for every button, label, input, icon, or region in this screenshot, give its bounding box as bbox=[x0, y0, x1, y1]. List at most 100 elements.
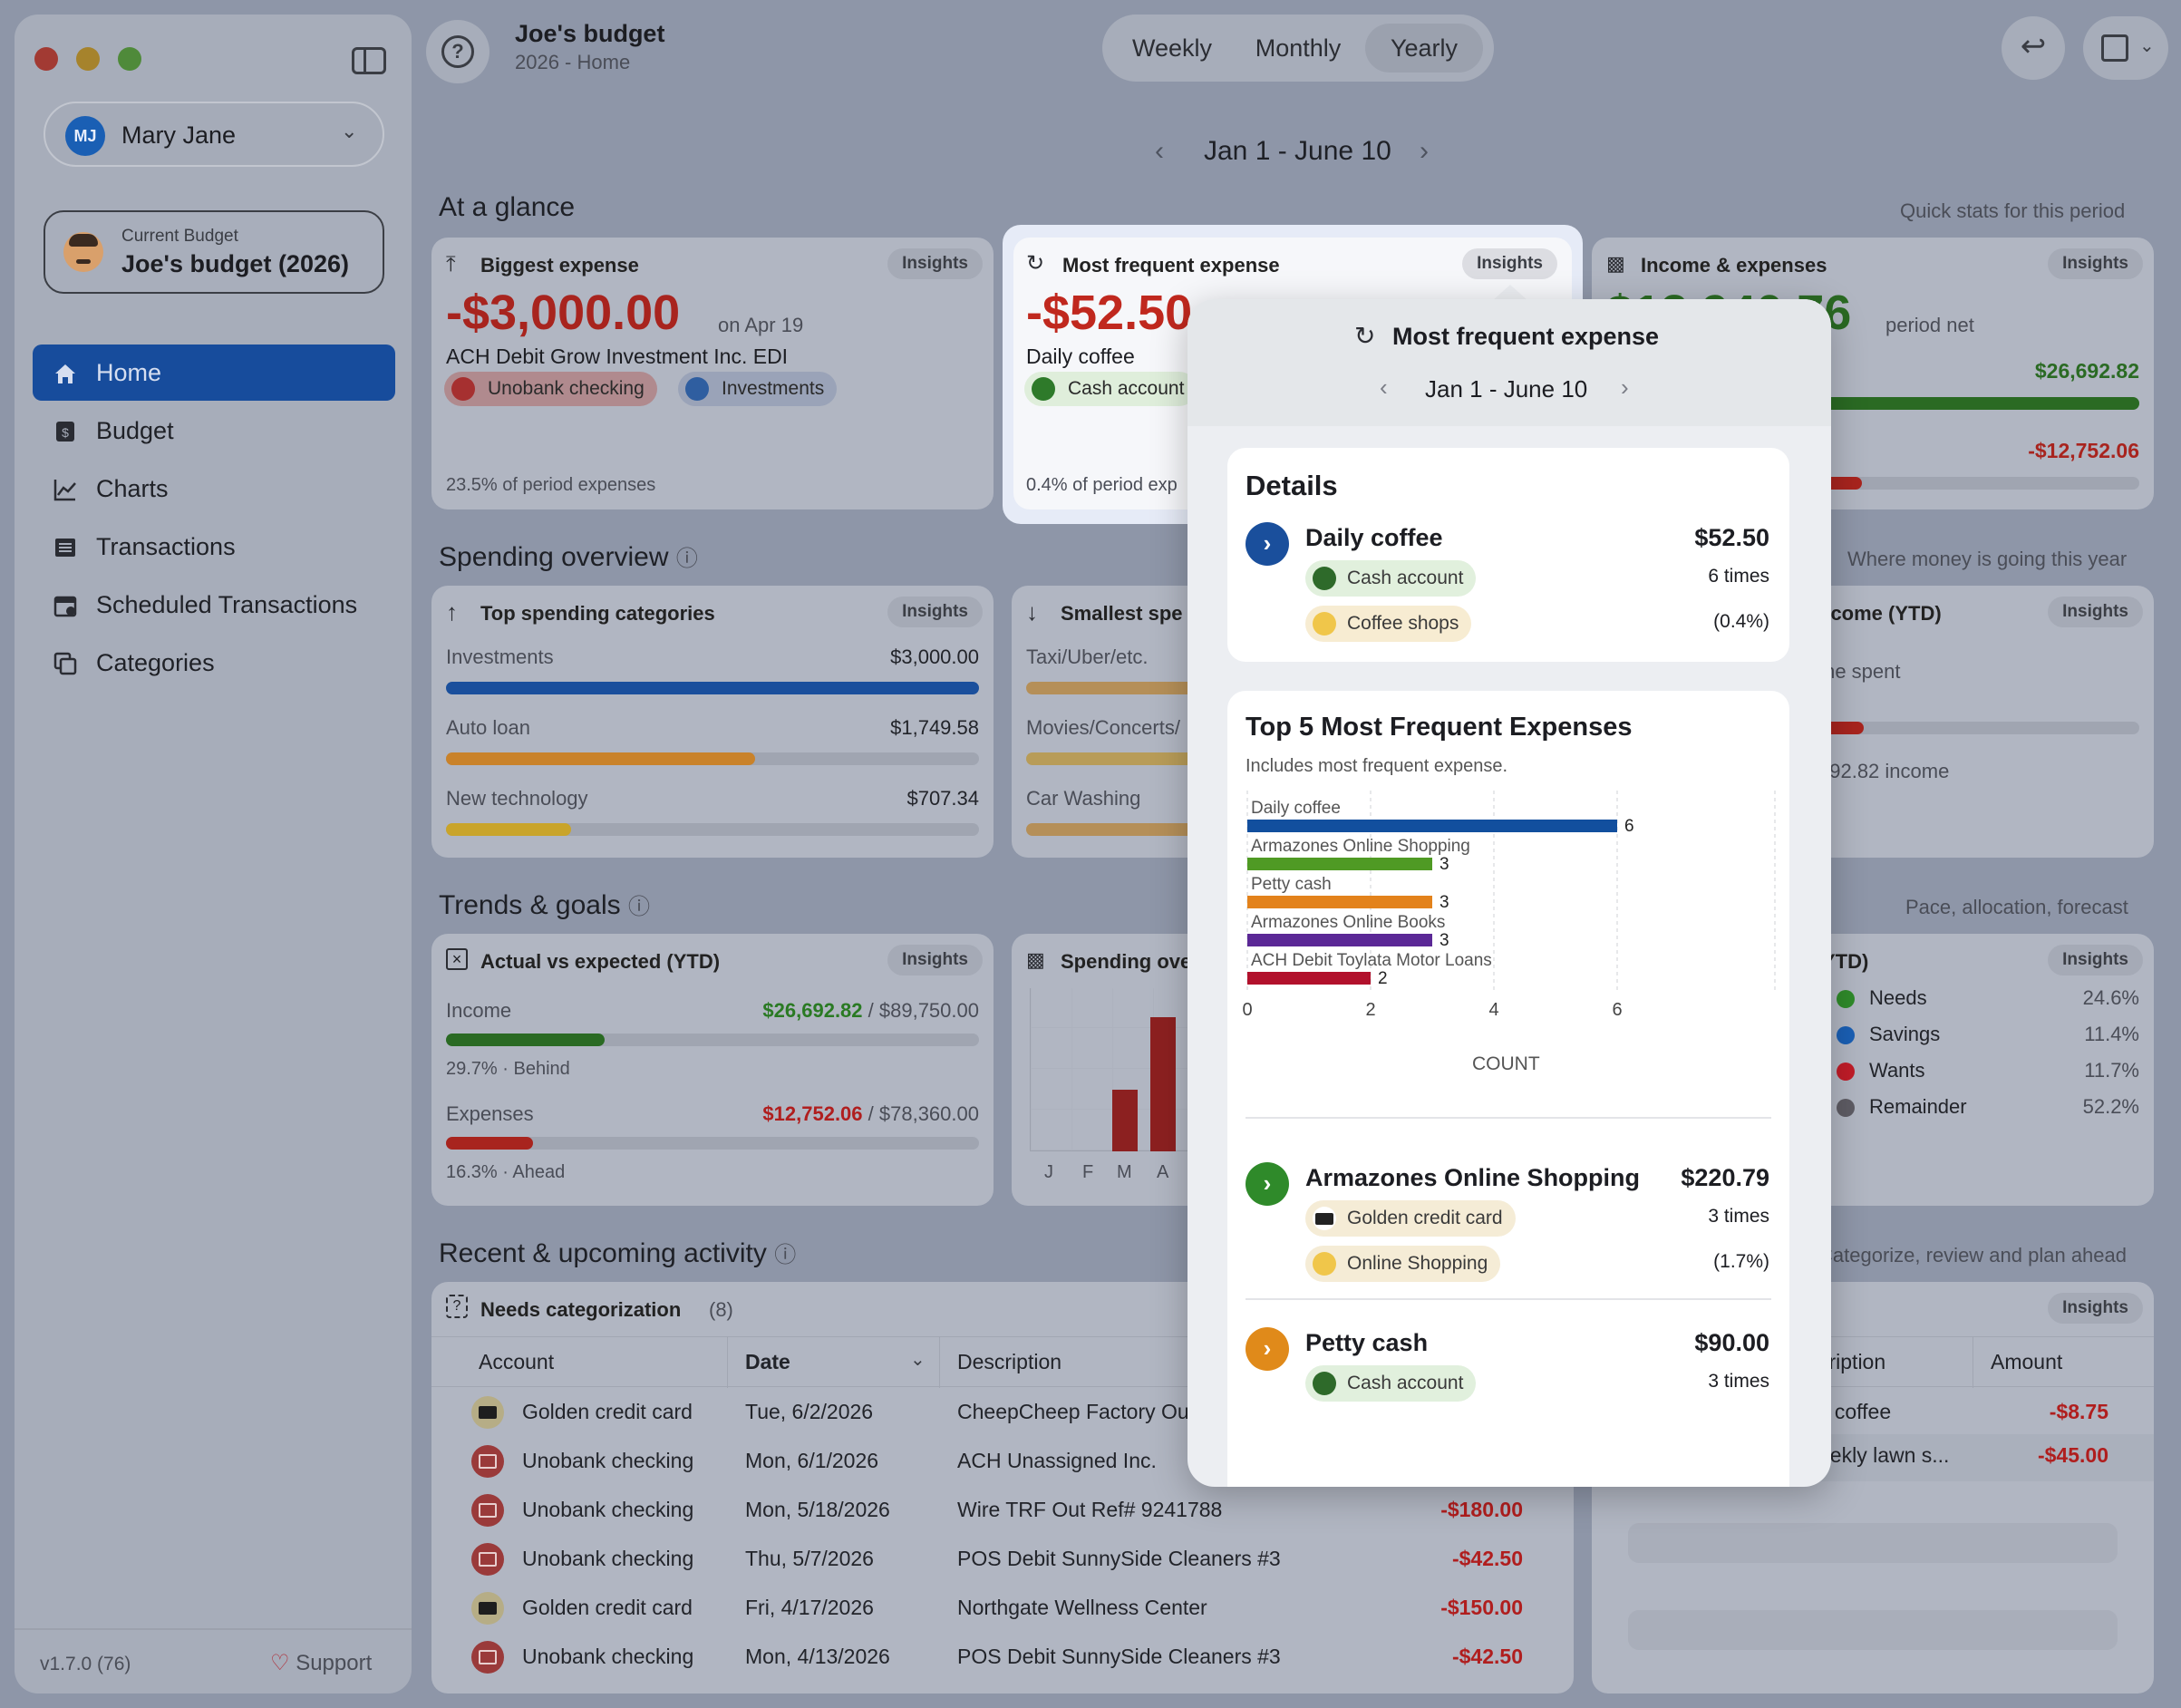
divider bbox=[1246, 1298, 1771, 1300]
category-fill bbox=[446, 682, 979, 694]
popover-next-button[interactable]: › bbox=[1621, 374, 1629, 401]
undo-button[interactable]: ↩ bbox=[2002, 16, 2065, 80]
insights-button[interactable]: Insights bbox=[2048, 1293, 2143, 1324]
description-cell: POS Debit SunnySide Cleaners #3 bbox=[957, 1547, 1281, 1570]
account-cell: Golden credit card bbox=[522, 1400, 693, 1423]
minimize-window-button[interactable] bbox=[76, 47, 100, 71]
x-tick-label: 4 bbox=[1488, 1000, 1498, 1020]
detail-times: 6 times bbox=[1708, 566, 1769, 587]
actual-vs-expected-card[interactable]: × Actual vs expected (YTD) Insights Inco… bbox=[431, 934, 994, 1206]
column-header-account[interactable]: Account bbox=[479, 1350, 555, 1373]
legend-pct: 24.6% bbox=[2082, 986, 2139, 1009]
net-label: period net bbox=[1885, 314, 1974, 336]
card-title: Most frequent expense bbox=[1062, 254, 1280, 277]
credit-card-icon bbox=[471, 1592, 504, 1625]
category-chip: Coffee shops bbox=[1305, 606, 1472, 642]
column-header-description[interactable]: Description bbox=[957, 1350, 1062, 1373]
smallest-bar bbox=[1026, 752, 1207, 765]
cash-icon bbox=[1313, 567, 1336, 590]
expand-item-button[interactable]: › bbox=[1246, 1327, 1289, 1371]
insights-button[interactable]: Insights bbox=[887, 248, 983, 279]
coffee-cup-icon bbox=[1313, 612, 1336, 636]
sidebar-item-label: Charts bbox=[96, 475, 169, 502]
tab-weekly[interactable]: Weekly bbox=[1131, 34, 1213, 62]
column-header-date[interactable]: Date bbox=[745, 1350, 790, 1373]
legend-pct: 11.4% bbox=[2084, 1023, 2139, 1045]
date-cell: Tue, 6/2/2026 bbox=[745, 1400, 874, 1423]
bar bbox=[1247, 934, 1432, 946]
sidebar-item-categories[interactable]: Categories bbox=[33, 635, 395, 691]
bank-icon bbox=[471, 1543, 504, 1576]
amount-cell: -$150.00 bbox=[1440, 1596, 1523, 1619]
amount-cell: -$42.50 bbox=[1451, 1645, 1523, 1668]
tag-unobank: Unobank checking bbox=[444, 372, 657, 406]
income-ytd-line: me spent bbox=[1818, 660, 1901, 683]
sidebar-item-label: Transactions bbox=[96, 533, 236, 560]
sidebar-item-home[interactable]: Home bbox=[33, 345, 395, 401]
biggest-expense-card[interactable]: ⤒ Biggest expense Insights -$3,000.00 on… bbox=[431, 238, 994, 509]
insights-button[interactable]: Insights bbox=[2048, 597, 2143, 627]
support-link[interactable]: ♡ Support bbox=[270, 1651, 373, 1675]
expand-details-button[interactable]: › bbox=[1246, 522, 1289, 566]
question-icon: ? bbox=[441, 35, 474, 68]
close-window-button[interactable] bbox=[34, 47, 58, 71]
income-progress: $26,692.82 / $89,750.00 bbox=[762, 999, 979, 1022]
info-icon[interactable]: ⓘ bbox=[774, 1243, 797, 1267]
popover-arrow bbox=[1492, 285, 1528, 301]
frequent-desc: Daily coffee bbox=[1026, 345, 1135, 368]
date-cell: Mon, 5/18/2026 bbox=[745, 1498, 890, 1521]
prev-period-button[interactable]: ‹ bbox=[1155, 136, 1164, 166]
expand-item-button[interactable]: › bbox=[1246, 1162, 1289, 1206]
insights-button[interactable]: Insights bbox=[887, 597, 983, 627]
chevron-right-icon: › bbox=[1263, 1169, 1272, 1197]
refresh-icon: ↻ bbox=[1026, 251, 1045, 276]
category-label: ACH Debit Toylata Motor Loans bbox=[1251, 951, 1492, 970]
help-button[interactable]: ? bbox=[426, 20, 490, 83]
category-chip: Online Shopping bbox=[1305, 1246, 1501, 1282]
legend-dot bbox=[1837, 990, 1855, 1008]
calendar-icon bbox=[53, 593, 78, 618]
chevron-down-icon: ⌄ bbox=[341, 120, 358, 142]
sidebar-toggle-icon[interactable] bbox=[352, 47, 386, 74]
smallest-bar bbox=[1026, 823, 1207, 836]
sidebar-item-budget[interactable]: $ Budget bbox=[33, 403, 395, 459]
column-header-amount[interactable]: Amount bbox=[1991, 1350, 2063, 1373]
divider bbox=[727, 1337, 728, 1388]
sidebar-item-charts[interactable]: Charts bbox=[33, 461, 395, 517]
zoom-window-button[interactable] bbox=[118, 47, 141, 71]
top-spending-card[interactable]: ↑ Top spending categories Insights Inves… bbox=[431, 586, 994, 858]
user-selector[interactable]: MJ Mary Jane ⌄ bbox=[44, 102, 384, 167]
section-title-activity: Recent & upcoming activity ⓘ bbox=[439, 1238, 797, 1268]
legend-dot bbox=[1837, 1063, 1855, 1081]
sidebar-item-scheduled-transactions[interactable]: Scheduled Transactions bbox=[33, 577, 395, 633]
category-value: $707.34 bbox=[906, 787, 979, 810]
insights-button[interactable]: Insights bbox=[1462, 248, 1557, 279]
line-chart-icon bbox=[53, 477, 78, 502]
info-icon[interactable]: ⓘ bbox=[675, 547, 698, 571]
account-chip: Cash account bbox=[1305, 1365, 1477, 1402]
refresh-icon: ↻ bbox=[1354, 322, 1376, 350]
sidebar-item-label: Budget bbox=[96, 417, 174, 444]
tab-monthly[interactable]: Monthly bbox=[1255, 34, 1342, 62]
spending-bar bbox=[1150, 1017, 1176, 1151]
question-doc-icon: ? bbox=[446, 1295, 468, 1318]
insights-button[interactable]: Insights bbox=[887, 945, 983, 975]
next-period-button[interactable]: › bbox=[1420, 136, 1429, 166]
insights-button[interactable]: Insights bbox=[2048, 945, 2143, 975]
tag-cash-account: Cash account bbox=[1024, 372, 1197, 406]
popover-prev-button[interactable]: ‹ bbox=[1380, 374, 1388, 401]
user-name: Mary Jane bbox=[121, 121, 237, 149]
sidebar: MJ Mary Jane ⌄ Current Budget Joe's budg… bbox=[15, 15, 412, 1693]
insights-button[interactable]: Insights bbox=[2048, 248, 2143, 279]
legend-dot bbox=[1837, 1099, 1855, 1117]
tab-yearly[interactable]: Yearly bbox=[1365, 24, 1483, 73]
sidebar-item-transactions[interactable]: Transactions bbox=[33, 519, 395, 575]
export-menu-button[interactable]: ⌄ bbox=[2083, 16, 2168, 80]
period-segmented-control: Weekly Monthly Yearly bbox=[1102, 15, 1494, 82]
info-icon[interactable]: ⓘ bbox=[628, 895, 650, 919]
cash-icon bbox=[1313, 1372, 1336, 1395]
avatar: MJ bbox=[65, 116, 105, 156]
category-label: Armazones Online Shopping bbox=[1251, 837, 1470, 856]
date-cell: Mon, 4/13/2026 bbox=[745, 1645, 890, 1668]
current-budget-selector[interactable]: Current Budget Joe's budget (2026) bbox=[44, 210, 384, 294]
